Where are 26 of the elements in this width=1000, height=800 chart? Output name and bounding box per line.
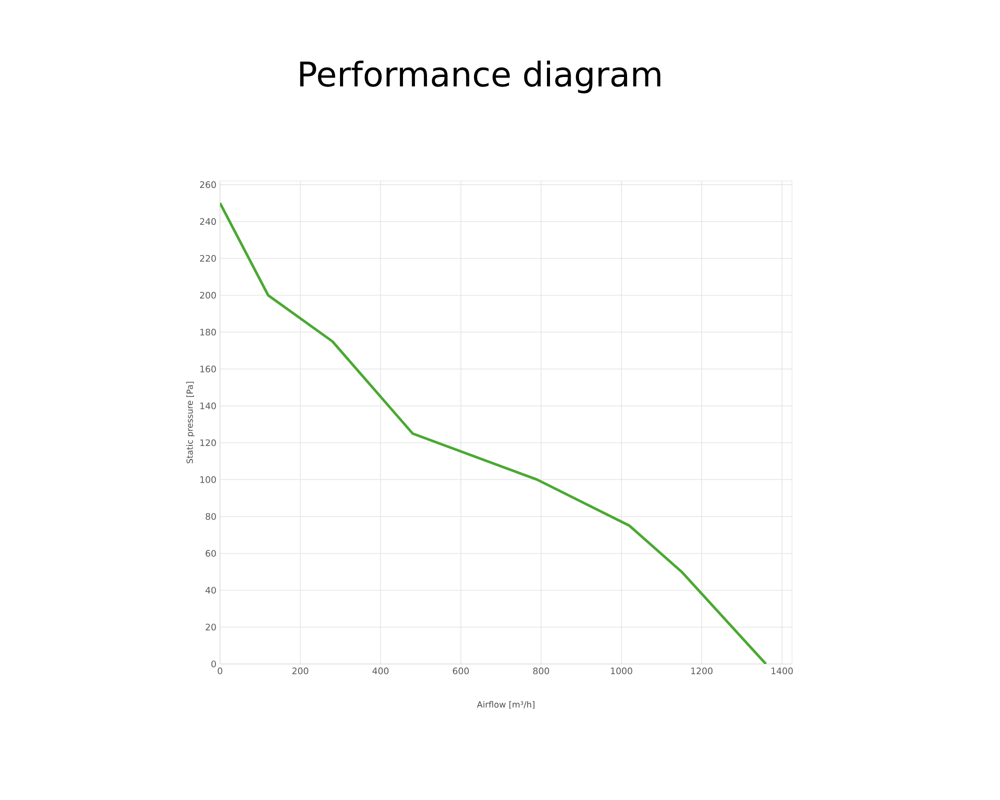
- y-tick-label: 220: [200, 255, 216, 262]
- y-tick-label: 100: [200, 476, 216, 484]
- y-tick-label: 120: [200, 439, 216, 446]
- y-tick-label: 160: [200, 366, 216, 372]
- x-tick-label: 1000: [610, 668, 632, 674]
- y-tick-label: 140: [200, 402, 216, 410]
- y-tick-label: 20: [206, 624, 216, 630]
- x-tick-label: 800: [533, 668, 550, 674]
- y-tick-label: 60: [206, 550, 216, 557]
- y-tick-label: 180: [200, 328, 216, 336]
- y-tick-label: 200: [200, 292, 216, 299]
- y-axis-title: Static pressure [Pa]: [186, 382, 195, 464]
- x-tick-label: 200: [292, 668, 308, 674]
- line-series: [220, 202, 768, 664]
- x-tick-label: 1400: [772, 668, 793, 674]
- y-tick-label: 260: [200, 181, 216, 188]
- y-tick-label: 40: [206, 586, 216, 594]
- x-axis-title: Airflow [m³/h]: [476, 701, 534, 709]
- x-tick-label: 600: [452, 668, 469, 674]
- y-tick-label: 80: [206, 513, 216, 520]
- x-tick-label: 0: [218, 668, 222, 674]
- y-tick-label: 240: [200, 218, 216, 225]
- x-tick-label: 1200: [691, 668, 713, 674]
- y-tick-label: 0: [211, 660, 216, 668]
- chart-title: Performance diagram: [300, 60, 660, 94]
- x-tick-label: 400: [372, 668, 389, 674]
